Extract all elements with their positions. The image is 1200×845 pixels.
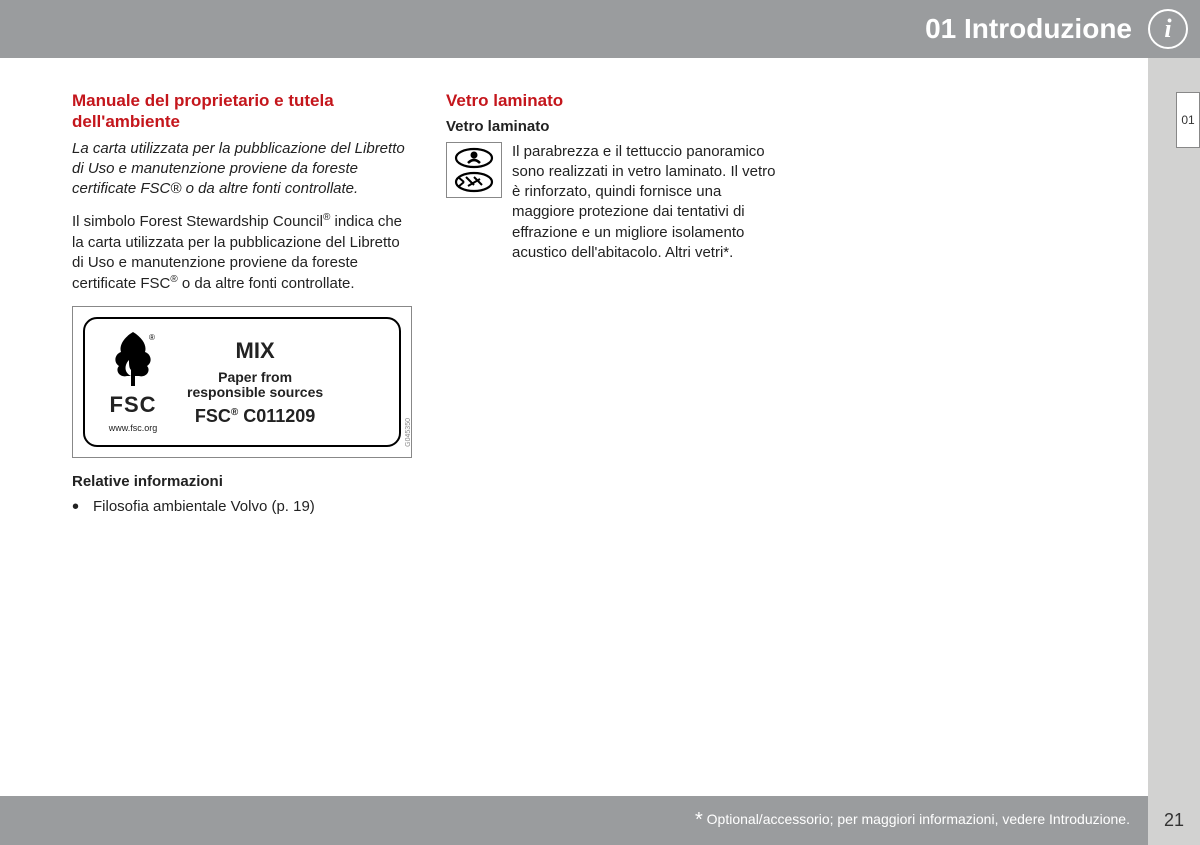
fsc-label: FSC [110,390,157,420]
fsc-logo-right: MIX Paper from responsible sources FSC® … [187,336,323,429]
related-info-text: Filosofia ambientale Volvo (p. 19) [93,497,315,517]
svg-text:®: ® [149,333,155,342]
info-icon: i [1148,9,1188,49]
fsc-logo-left: ® FSC www.fsc.org [97,330,169,434]
fsc-logo-inner: ® FSC www.fsc.org MIX Paper from respons… [83,317,401,447]
fsc-tree-icon: ® [109,330,157,388]
section-heading-environment: Manuale del proprietario e tutela dell'a… [72,90,412,133]
fsc-code-number: C011209 [238,406,315,426]
fsc-sidecode: G045350 [404,418,413,447]
column-left: Manuale del proprietario e tutela dell'a… [72,90,412,517]
fsc-url: www.fsc.org [109,422,158,434]
glass-body-text: Il parabrezza e il tettuccio panoramico … [512,142,786,264]
chapter-tab: 01 [1176,92,1200,148]
para-part3: o da altre fonti controllate. [178,275,355,292]
laminated-glass-icon [446,142,502,198]
section-heading-glass: Vetro laminato [446,90,786,111]
fsc-paper-source: Paper from responsible sources [187,370,323,401]
fsc-paragraph: Il simbolo Forest Stewardship Council® i… [72,211,412,294]
page-number: 21 [1148,796,1200,845]
fsc-paper-line2: responsible sources [187,384,323,400]
bullet-icon: • [72,497,79,517]
footer-note-text: Optional/accessorio; per maggiori inform… [707,811,1130,827]
page-footer: * Optional/accessorio; per maggiori info… [0,796,1200,845]
fsc-code: FSC® C011209 [187,404,323,428]
footer-note: * Optional/accessorio; per maggiori info… [695,809,1130,832]
para-part1: Il simbolo Forest Stewardship Council [72,213,323,230]
intro-paragraph: La carta utilizzata per la pubblicazione… [72,139,412,200]
glass-block: Il parabrezza e il tettuccio panoramico … [446,142,786,264]
column-right: Vetro laminato Vetro laminato Il parabre… [446,90,786,517]
fsc-mix: MIX [187,336,323,366]
related-info-item: • Filosofia ambientale Volvo (p. 19) [72,497,412,517]
chapter-title: 01 Introduzione [925,13,1132,45]
sup-r2: ® [170,274,177,285]
page-content: Manuale del proprietario e tutela dell'a… [72,90,812,517]
glass-subhead: Vetro laminato [446,117,786,137]
fsc-code-prefix: FSC [195,406,231,426]
fsc-logo-box: ® FSC www.fsc.org MIX Paper from respons… [72,306,412,458]
related-info-heading: Relative informazioni [72,472,412,492]
footer-star-icon: * [695,809,703,831]
page-header: 01 Introduzione i [0,0,1200,58]
fsc-paper-line1: Paper from [218,369,292,385]
right-sidebar [1148,58,1200,796]
